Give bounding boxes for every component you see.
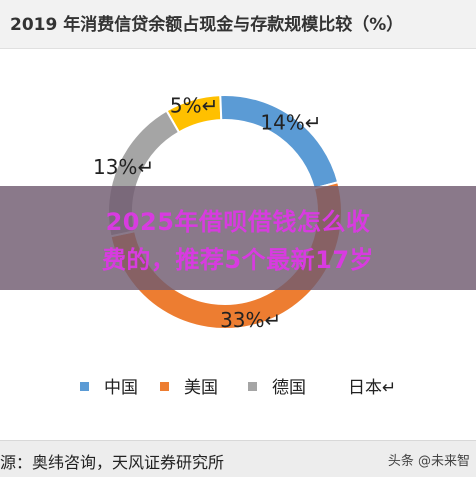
data-label-japan: 5%↵ xyxy=(170,93,219,117)
overlay-text-line2: 费的，推荐5个最新17岁 xyxy=(101,246,375,274)
legend-swatch-usa xyxy=(160,382,169,391)
legend-label-china: 中国 xyxy=(104,378,138,398)
title-bar: 2019 年消费信贷余额占现金与存款规模比较（%） xyxy=(0,0,476,49)
promo-overlay-banner: 2025年借呗借钱怎么收 费的，推荐5个最新17岁 xyxy=(0,186,476,290)
data-label-germany: 13%↵ xyxy=(93,155,154,179)
legend: 中国 美国 德国 日本↵ xyxy=(80,372,460,398)
legend-swatch-china xyxy=(80,382,89,391)
data-label-usa: 33%↵ xyxy=(220,308,281,332)
overlay-text-line1: 2025年借呗借钱怎么收 xyxy=(105,208,371,236)
data-label-china: 14%↵ xyxy=(260,111,321,135)
source-bar: 源：奥纬咨询，天风证券研究所 头条 @未来智 xyxy=(0,440,476,477)
legend-label-germany: 德国 xyxy=(272,378,306,398)
watermark-text: 头条 @未来智 xyxy=(387,454,470,469)
donut-slice-china xyxy=(219,94,340,190)
legend-label-japan: 日本↵ xyxy=(348,378,397,398)
source-text: 源：奥纬咨询，天风证券研究所 xyxy=(0,453,225,472)
legend-label-usa: 美国 xyxy=(184,378,218,398)
legend-swatch-germany xyxy=(248,382,257,391)
chart-title: 2019 年消费信贷余额占现金与存款规模比较（%） xyxy=(10,15,404,35)
